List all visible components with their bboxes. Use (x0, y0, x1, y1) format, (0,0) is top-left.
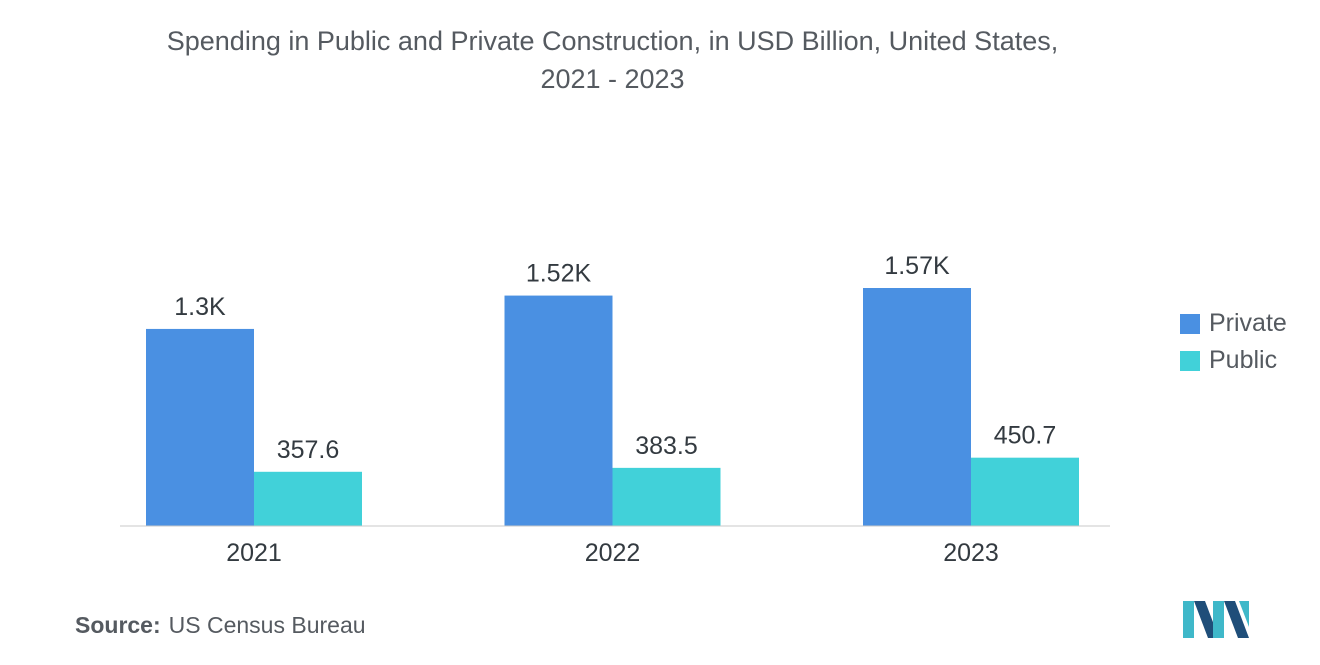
legend-label-public: Public (1209, 346, 1278, 374)
bar-public-2023 (971, 457, 1079, 526)
bar-private-2023 (863, 288, 971, 526)
chart-title: Spending in Public and Private Construct… (0, 22, 1225, 98)
data-label-private-2022: 1.52K (526, 260, 592, 288)
legend-swatch-private (1180, 313, 1200, 334)
legend-swatch-public (1180, 350, 1200, 371)
logo-shape-2 (1194, 601, 1219, 638)
legend-item-public: Public (1180, 342, 1287, 379)
legend-label-private: Private (1209, 309, 1287, 337)
x-tick-label-2022: 2022 (585, 539, 641, 567)
bar-public-2021 (254, 471, 362, 526)
data-label-private-2021: 1.3K (174, 293, 226, 321)
bar-public-2022 (612, 467, 721, 526)
bar-chart: 1.3K 357.6 2021 1.52K 383.5 2022 1.57K 450.7 202… (120, 252, 1110, 567)
data-label-public-2023: 450.7 (994, 422, 1057, 450)
data-label-public-2021: 357.6 (277, 436, 340, 464)
brand-logo (1183, 601, 1249, 638)
source-note: Source: US Census Bureau (75, 612, 366, 639)
data-label-public-2022: 383.5 (635, 432, 698, 460)
source-text: US Census Bureau (168, 612, 366, 638)
logo-shape-1 (1183, 601, 1194, 638)
source-label: Source: (75, 612, 161, 638)
chart-title-line-2: 2021 - 2023 (540, 64, 685, 94)
data-label-private-2023: 1.57K (884, 252, 950, 280)
legend-item-private: Private (1180, 305, 1287, 342)
bar-private-2021 (146, 328, 254, 526)
logo-shape-4 (1224, 601, 1249, 638)
logo-shape-5 (1239, 601, 1249, 627)
logo-shape-3 (1213, 601, 1224, 638)
legend: Private Public (1180, 305, 1287, 379)
bar-private-2022 (504, 295, 613, 526)
x-tick-label-2021: 2021 (226, 539, 282, 567)
bars-group (146, 288, 1079, 526)
chart-title-line-1: Spending in Public and Private Construct… (166, 26, 1059, 56)
x-tick-label-2023: 2023 (943, 539, 999, 567)
labels-group: 1.3K 357.6 2021 1.52K 383.5 2022 1.57K 450.7 202… (174, 252, 1056, 567)
